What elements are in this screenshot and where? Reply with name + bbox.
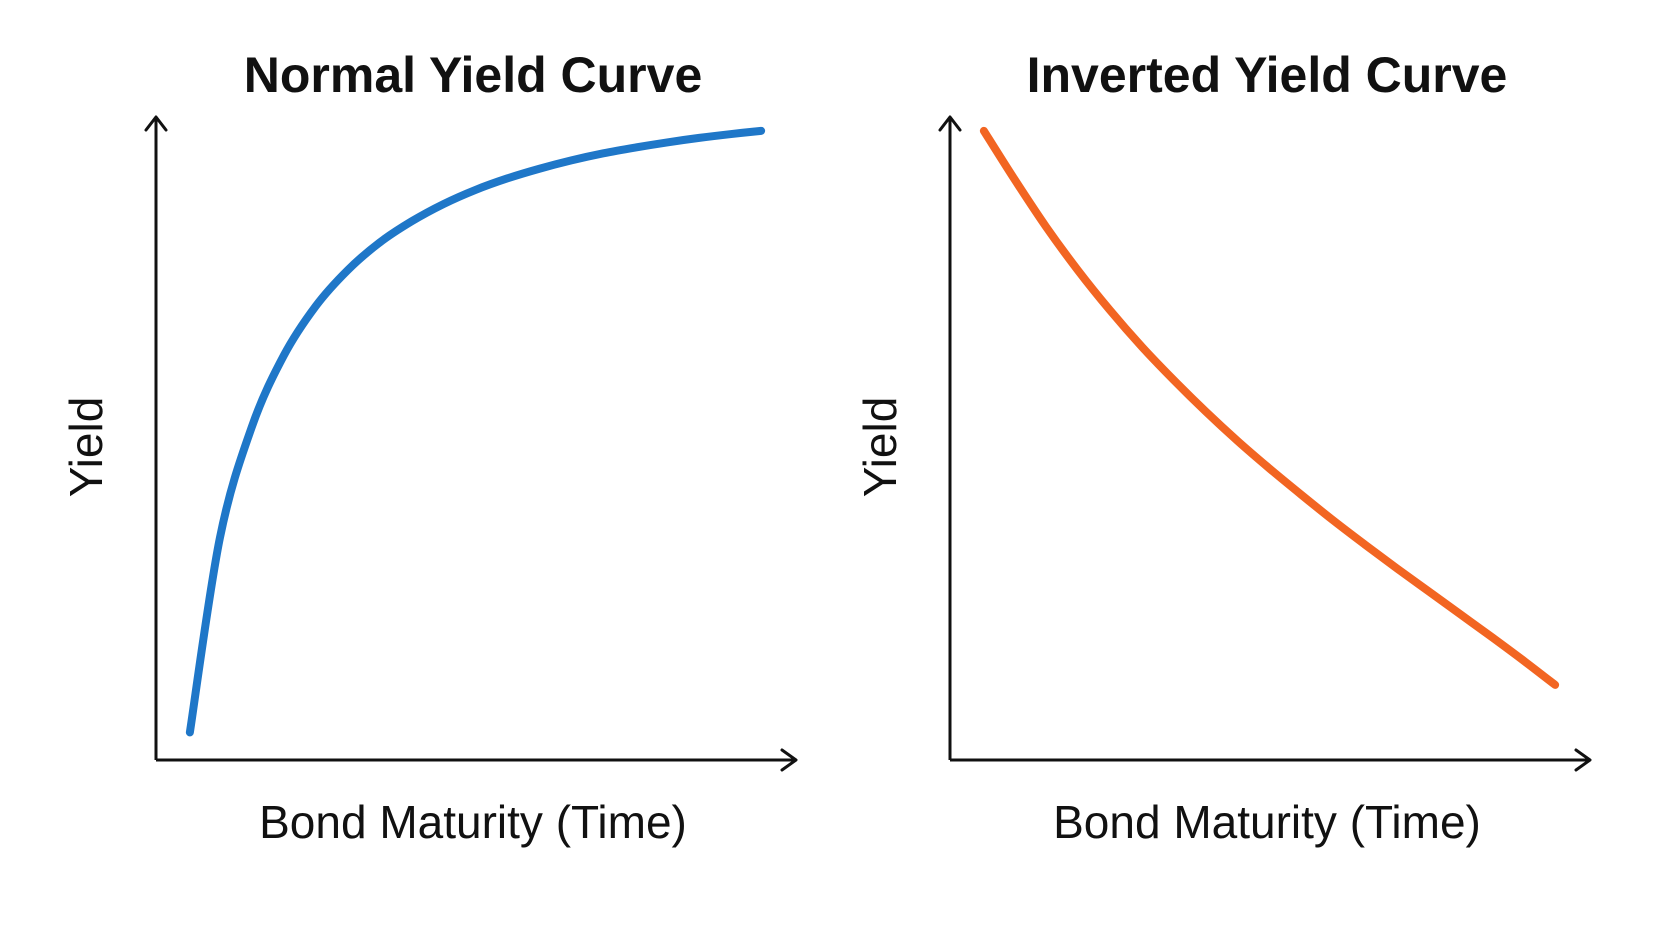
normal-yield-curve-panel: Normal Yield Curve Bond Maturity (Time) … xyxy=(60,47,798,848)
chart-title: Inverted Yield Curve xyxy=(1027,47,1508,103)
series-layer xyxy=(979,126,1560,689)
y-axis-arrow-icon xyxy=(938,115,962,132)
x-axis-arrow-icon xyxy=(1574,748,1592,772)
inverted-yield-curve-panel: Inverted Yield Curve Bond Maturity (Time… xyxy=(854,47,1592,848)
y-axis-arrow-icon xyxy=(144,115,168,132)
y-axis-label: Yield xyxy=(60,397,112,498)
series-layer xyxy=(185,126,766,737)
x-axis-label: Bond Maturity (Time) xyxy=(1053,796,1481,848)
chart-title: Normal Yield Curve xyxy=(244,47,703,103)
x-axis-arrow-icon xyxy=(780,748,798,772)
y-axis-label: Yield xyxy=(854,397,906,498)
x-axis-label: Bond Maturity (Time) xyxy=(259,796,687,848)
series-line xyxy=(979,126,1560,689)
series-line xyxy=(185,126,766,737)
